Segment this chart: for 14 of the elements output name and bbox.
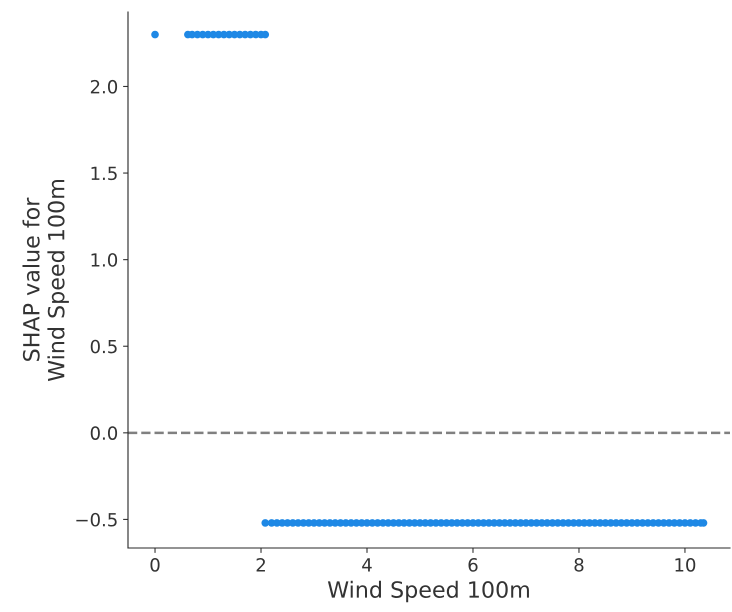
x-tick-label: 6 bbox=[468, 558, 478, 572]
y-axis-title: SHAP value for Wind Speed 100m bbox=[22, 180, 69, 382]
y-tick-label: −0.5 bbox=[76, 512, 117, 527]
y-tick-label: 0.5 bbox=[90, 340, 117, 354]
x-tick-label: 0 bbox=[150, 558, 160, 572]
x-tick-label: 2 bbox=[256, 558, 265, 572]
x-tick-label: 10 bbox=[675, 558, 696, 572]
y-tick-label: 0.0 bbox=[90, 426, 118, 440]
x-axis-title: Wind Speed 100m bbox=[328, 580, 529, 602]
y-tick-label: 1.5 bbox=[92, 166, 117, 180]
y-tick-label: 1.0 bbox=[92, 253, 118, 267]
x-tick-label: 4 bbox=[362, 558, 372, 572]
x-tick-label: 8 bbox=[574, 558, 584, 572]
y-tick-label: 2.0 bbox=[90, 80, 118, 94]
